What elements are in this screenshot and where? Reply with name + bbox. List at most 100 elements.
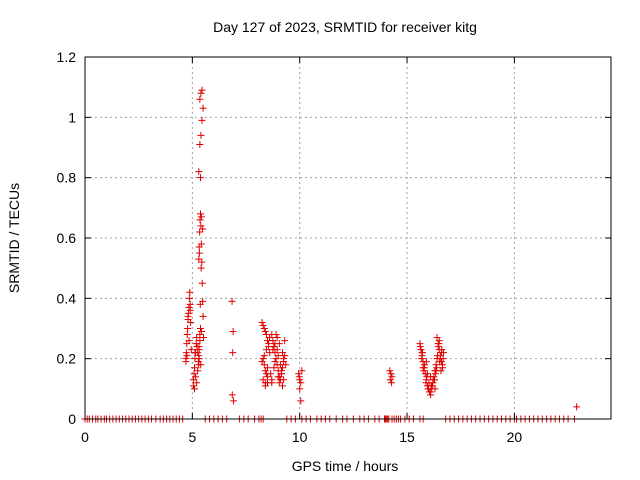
data-point bbox=[386, 367, 394, 375]
data-point bbox=[275, 379, 283, 387]
y-tick-label: 1.2 bbox=[57, 49, 77, 65]
data-point bbox=[418, 349, 426, 357]
data-point bbox=[197, 213, 205, 221]
data-point bbox=[196, 216, 204, 224]
data-point bbox=[432, 361, 440, 369]
data-point bbox=[228, 297, 236, 305]
data-point bbox=[272, 331, 280, 339]
data-point bbox=[435, 340, 443, 348]
data-point bbox=[275, 340, 283, 348]
data-point bbox=[388, 379, 396, 387]
data-point bbox=[197, 325, 205, 332]
data-point bbox=[183, 352, 191, 360]
data-point bbox=[182, 358, 190, 366]
data-point bbox=[281, 337, 289, 345]
data-point bbox=[431, 376, 439, 384]
data-point bbox=[436, 358, 444, 366]
data-point bbox=[200, 334, 208, 342]
data-point bbox=[193, 334, 201, 342]
data-point bbox=[265, 340, 273, 348]
data-point bbox=[295, 373, 303, 381]
data-point bbox=[183, 331, 191, 339]
x-tick-label: 20 bbox=[507, 429, 523, 445]
data-point bbox=[197, 240, 205, 248]
data-point bbox=[198, 116, 206, 124]
data-point bbox=[282, 361, 290, 369]
data-point bbox=[195, 343, 203, 351]
data-point bbox=[260, 352, 268, 360]
data-point bbox=[421, 361, 429, 369]
data-point bbox=[186, 288, 194, 296]
data-point bbox=[422, 379, 430, 387]
y-tick-label: 0.8 bbox=[57, 170, 77, 186]
data-point bbox=[187, 318, 195, 326]
y-tick-label: 0.4 bbox=[57, 290, 77, 306]
data-point bbox=[196, 95, 204, 103]
plot-frame bbox=[84, 56, 612, 420]
data-point bbox=[271, 358, 279, 366]
data-point bbox=[185, 337, 193, 345]
data-point bbox=[298, 367, 306, 375]
data-point bbox=[195, 255, 203, 263]
data-point bbox=[387, 370, 395, 378]
data-point bbox=[190, 370, 198, 378]
data-point bbox=[193, 379, 201, 387]
data-point bbox=[270, 364, 278, 372]
data-point bbox=[388, 373, 396, 381]
data-point bbox=[427, 373, 435, 381]
data-point bbox=[431, 370, 439, 378]
data-point bbox=[186, 300, 194, 308]
data-point bbox=[198, 279, 206, 287]
data-point bbox=[573, 403, 581, 411]
data-point bbox=[274, 373, 282, 381]
data-point bbox=[196, 228, 204, 236]
data-point bbox=[417, 346, 425, 354]
data-point bbox=[198, 258, 206, 266]
x-tick-label: 0 bbox=[81, 429, 89, 445]
data-point bbox=[258, 318, 266, 326]
data-point bbox=[386, 376, 394, 384]
data-point bbox=[197, 89, 205, 97]
data-point bbox=[196, 337, 204, 345]
data-point bbox=[426, 388, 434, 396]
data-point bbox=[186, 306, 194, 314]
data-point bbox=[191, 349, 199, 357]
data-point bbox=[199, 312, 207, 320]
data-point bbox=[420, 367, 428, 375]
data-point bbox=[197, 361, 205, 369]
x-tick-label: 10 bbox=[292, 429, 308, 445]
data-point bbox=[182, 349, 190, 357]
data-point bbox=[262, 346, 270, 354]
data-point bbox=[439, 355, 447, 363]
gridlines bbox=[85, 57, 611, 419]
data-point bbox=[295, 370, 303, 378]
data-point bbox=[198, 328, 206, 336]
data-point bbox=[230, 397, 238, 405]
data-point bbox=[297, 397, 305, 405]
data-point bbox=[263, 364, 271, 372]
y-tick-label: 0.6 bbox=[57, 230, 77, 246]
data-point bbox=[437, 367, 445, 375]
data-point bbox=[297, 379, 305, 387]
data-point bbox=[197, 210, 205, 218]
data-point bbox=[197, 264, 205, 272]
x-tick-label: 15 bbox=[399, 429, 415, 445]
data-point bbox=[274, 352, 282, 360]
data-point bbox=[228, 391, 236, 399]
x-tick-label: 5 bbox=[188, 429, 196, 445]
y-tick-label: 0 bbox=[68, 411, 76, 427]
data-point bbox=[279, 382, 287, 390]
data-point bbox=[196, 331, 204, 339]
data-point bbox=[280, 376, 288, 384]
data-point bbox=[195, 249, 203, 257]
data-point bbox=[187, 346, 195, 354]
data-point bbox=[438, 346, 446, 354]
data-point bbox=[196, 140, 204, 148]
data-point bbox=[296, 385, 304, 393]
data-point bbox=[416, 343, 424, 351]
data-point bbox=[428, 382, 436, 390]
chart-title: Day 127 of 2023, SRMTID for receiver kit… bbox=[213, 19, 477, 35]
data-point bbox=[198, 86, 206, 94]
data-point bbox=[189, 382, 197, 390]
